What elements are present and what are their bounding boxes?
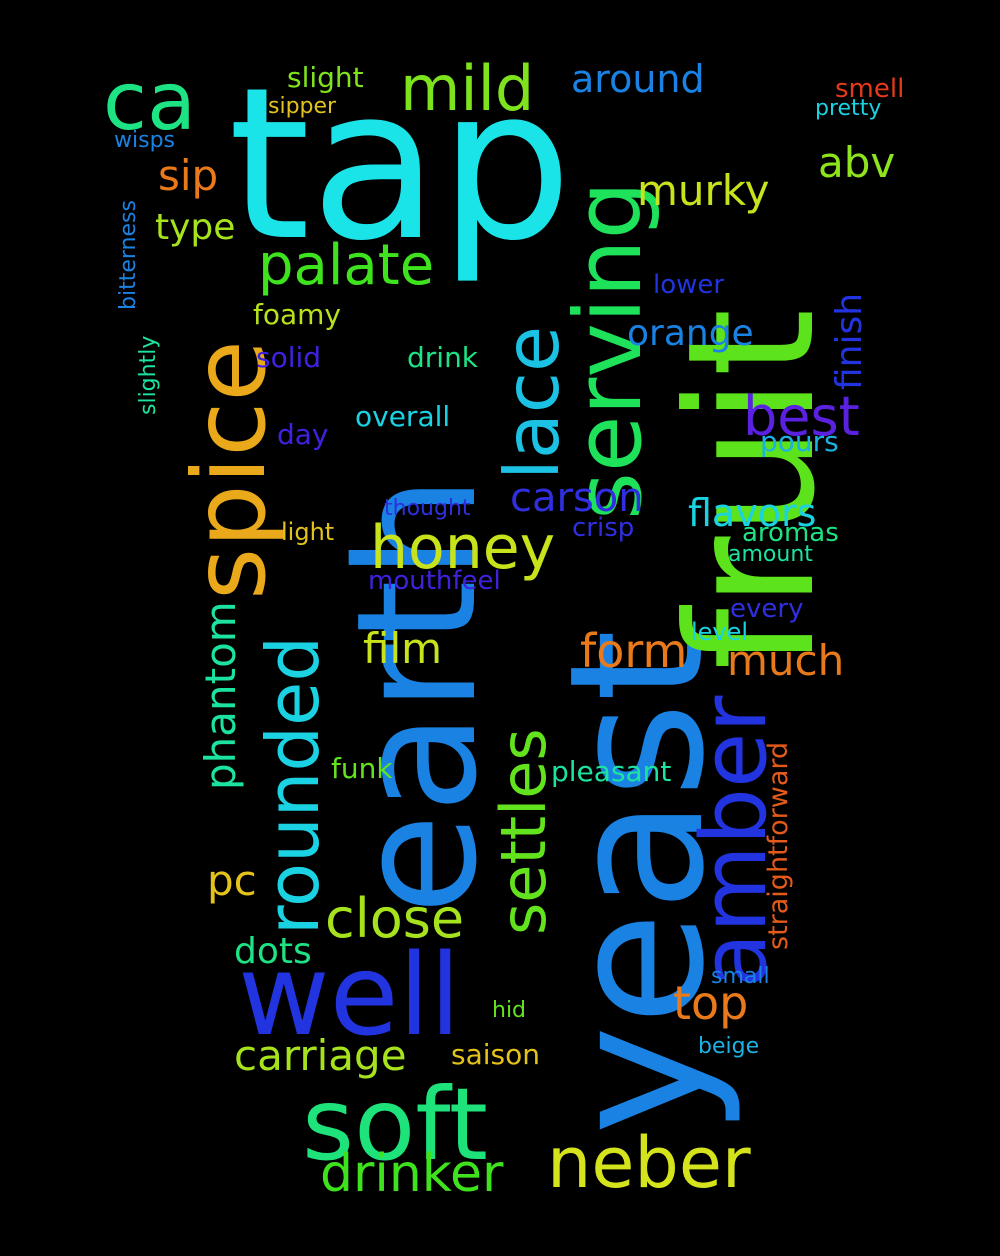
word-funk: funk — [331, 752, 393, 785]
word-rounded: rounded — [251, 635, 335, 935]
word-solid: solid — [256, 341, 322, 374]
word-palate: palate — [258, 233, 435, 298]
word-overall: overall — [355, 400, 451, 433]
word-flavors: flavors — [688, 491, 817, 535]
word-neber: neber — [547, 1122, 751, 1204]
word-amount: amount — [728, 542, 813, 567]
word-small: small — [711, 964, 770, 989]
word-beige: beige — [698, 1034, 760, 1059]
word-bitterness: bitterness — [116, 200, 141, 310]
word-top: top — [673, 976, 749, 1030]
word-every: every — [730, 594, 804, 624]
word-orange: orange — [627, 313, 754, 354]
word-pretty: pretty — [815, 96, 882, 121]
word-spice: spice — [171, 340, 288, 600]
word-day: day — [277, 418, 329, 451]
word-abv: abv — [818, 138, 896, 187]
word-pours: pours — [760, 425, 839, 458]
word-mild: mild — [400, 52, 535, 125]
word-slightly: slightly — [136, 335, 161, 415]
word-much: much — [727, 636, 845, 685]
word-saison: saison — [451, 1038, 540, 1071]
word-pc: pc — [207, 856, 257, 905]
word-light: light — [281, 518, 335, 546]
word-aromas: aromas — [742, 518, 839, 548]
word-crisp: crisp — [572, 513, 635, 543]
word-settles: settles — [487, 728, 560, 935]
word-close: close — [325, 887, 465, 950]
word-thought: thought — [384, 496, 471, 521]
word-hid: hid — [492, 998, 527, 1023]
word-sipper: sipper — [268, 94, 337, 119]
word-drinker: drinker — [320, 1144, 504, 1204]
word-dots: dots — [234, 931, 312, 972]
word-ca: ca — [103, 55, 197, 148]
word-type: type — [155, 207, 236, 248]
word-murky: murky — [637, 166, 770, 215]
word-around: around — [571, 57, 705, 101]
word-carriage: carriage — [234, 1031, 407, 1080]
word-well: well — [238, 931, 461, 1061]
word-slight: slight — [287, 61, 364, 94]
word-foamy: foamy — [253, 298, 341, 331]
word-honey: honey — [370, 513, 556, 583]
word-phantom: phantom — [196, 601, 245, 790]
word-carson: carson — [510, 475, 644, 521]
word-drink: drink — [407, 341, 479, 374]
word-soft: soft — [302, 1066, 488, 1183]
word-level: level — [691, 618, 749, 646]
word-best: best — [743, 385, 860, 448]
word-mouthfeel: mouthfeel — [368, 566, 501, 596]
word-film: film — [363, 624, 443, 673]
word-finish: finish — [829, 292, 870, 390]
word-sip: sip — [158, 151, 219, 200]
word-straightforward: straightforward — [763, 741, 794, 950]
word-form: form — [580, 624, 688, 678]
word-tap: tap — [228, 42, 573, 287]
word-lower: lower — [653, 270, 725, 300]
word-pleasant: pleasant — [551, 755, 672, 788]
word-wisps: wisps — [114, 128, 175, 153]
word-smell: smell — [835, 74, 905, 104]
word-lace: lace — [488, 325, 576, 480]
